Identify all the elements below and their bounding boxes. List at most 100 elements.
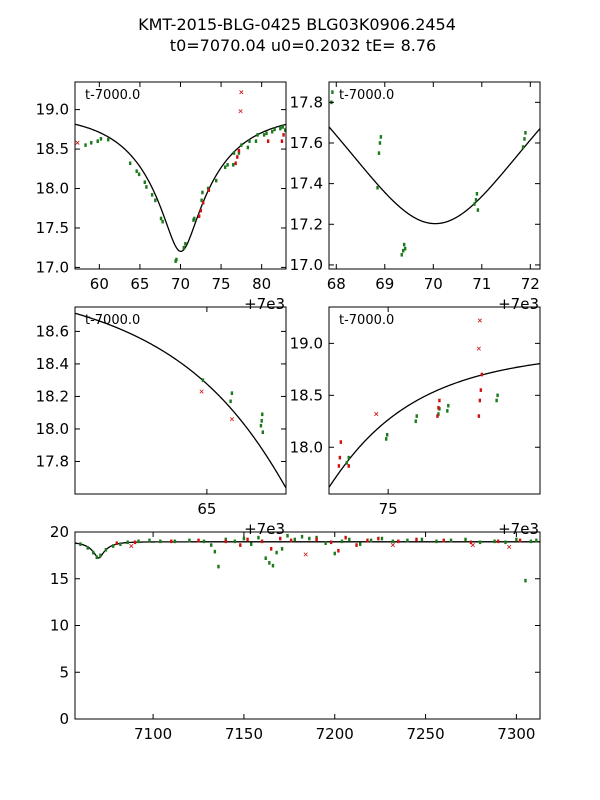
green-point-19 [193, 216, 196, 221]
red-cross-0 [129, 543, 134, 549]
red-cross-2 [477, 318, 482, 323]
model-curve [329, 126, 540, 225]
red-point-8 [280, 139, 284, 143]
red-point-7 [266, 139, 270, 143]
green-point-3 [95, 555, 98, 560]
time-offset-annotation: t-7000.0 [85, 313, 140, 328]
green-point-9 [403, 246, 407, 251]
green-point-11 [154, 198, 157, 203]
green-point-41 [406, 538, 409, 543]
panel-peak-detail: 68 69 70 71 72 17.0 17.2 17.4 17.6 17.8 t-7000.0 +7… [290, 81, 541, 313]
x-tick-label: 75 [212, 275, 231, 293]
red-cross-1 [229, 417, 235, 422]
red-point-23 [518, 538, 522, 543]
green-point-37 [273, 127, 276, 132]
green-point-12 [475, 191, 479, 196]
x-tick-label: 70 [171, 275, 190, 293]
green-point-26 [275, 550, 278, 555]
green-point-0 [84, 143, 87, 147]
x-offset-label: +7e3 [498, 295, 539, 313]
time-offset-annotation: t-7000.0 [85, 88, 140, 103]
green-point-7 [119, 542, 122, 546]
y-tick-label: 17.6 [290, 134, 323, 152]
model-curve [75, 541, 540, 559]
red-point-6 [237, 148, 241, 153]
red-point-7 [260, 539, 264, 544]
red-point-1 [338, 455, 342, 460]
green-point-15 [523, 137, 526, 141]
plot-frame-p2 [328, 81, 541, 270]
x-tick-label: 60 [90, 275, 109, 293]
green-point-32 [254, 139, 258, 143]
green-point-1 [86, 546, 89, 550]
green-point-1 [347, 455, 350, 460]
green-point-52 [535, 538, 538, 543]
time-offset-annotation: t-7000.0 [339, 313, 394, 328]
green-point-13 [188, 538, 191, 543]
x-tick-label: 7150 [225, 725, 263, 743]
red-point-9 [479, 388, 483, 392]
red-cross-4 [507, 544, 512, 550]
red-point-12 [329, 540, 333, 545]
y-tick-label: 18.0 [36, 180, 69, 198]
red-point-11 [315, 537, 318, 542]
red-point-8 [478, 398, 482, 403]
plot-area-p4 [329, 318, 540, 488]
green-point-27 [280, 547, 284, 551]
green-point-17 [184, 241, 187, 246]
green-point-29 [293, 537, 296, 542]
green-point-2 [376, 185, 379, 190]
red-point-1 [133, 540, 137, 545]
green-point-10 [148, 538, 151, 543]
green-point-19 [233, 539, 237, 544]
green-point-11 [496, 393, 499, 398]
panel-peak-zoom: 60 65 70 75 80 17.0 17.5 18.0 18.5 19.0 t-7000.0 +7… [36, 81, 287, 313]
red-point-20 [442, 538, 445, 543]
green-point-14 [521, 145, 525, 149]
green-point-4 [378, 141, 382, 145]
x-tick-label: 7100 [134, 725, 172, 743]
y-tick-label: 17.0 [36, 258, 69, 276]
green-point-1 [90, 140, 93, 145]
green-point-6 [437, 412, 440, 416]
green-point-13 [161, 219, 164, 224]
red-point-7 [477, 414, 481, 418]
red-cross-1 [303, 552, 308, 557]
y-tick-label: 18.5 [36, 140, 69, 158]
x-tick-label: 75 [379, 500, 398, 518]
green-point-6 [111, 544, 115, 548]
green-point-2 [91, 550, 95, 555]
green-point-49 [515, 537, 518, 542]
green-point-40 [283, 128, 286, 132]
red-cross-0 [374, 411, 379, 417]
y-tick-label: 5 [59, 663, 69, 681]
green-point-0 [201, 378, 205, 382]
red-cross-1 [238, 109, 243, 114]
y-tick-label: 18.0 [290, 438, 323, 456]
y-tick-label: 17.2 [290, 215, 323, 233]
green-point-16 [182, 245, 185, 250]
green-point-39 [380, 536, 384, 541]
red-point-0 [337, 464, 341, 468]
y-tick-label: 0 [59, 710, 69, 728]
x-offset-label: +7e3 [244, 295, 285, 313]
plot-frame-p4 [328, 306, 541, 495]
green-point-1 [331, 90, 334, 94]
green-point-6 [135, 169, 138, 173]
plot-frame-p1 [74, 81, 287, 270]
green-point-3 [377, 151, 381, 155]
green-point-14 [202, 539, 206, 544]
red-point-9 [282, 133, 285, 137]
green-point-8 [126, 540, 129, 545]
red-cross-0 [75, 140, 80, 145]
red-point-2 [170, 539, 173, 544]
green-point-18 [224, 537, 227, 542]
green-point-11 [159, 539, 162, 544]
green-point-21 [249, 542, 253, 546]
y-tick-label: 17.0 [290, 256, 323, 274]
red-cross-0 [199, 389, 204, 394]
green-point-33 [256, 133, 259, 137]
green-point-8 [402, 242, 406, 247]
green-point-17 [217, 564, 220, 569]
green-point-4 [107, 137, 110, 142]
